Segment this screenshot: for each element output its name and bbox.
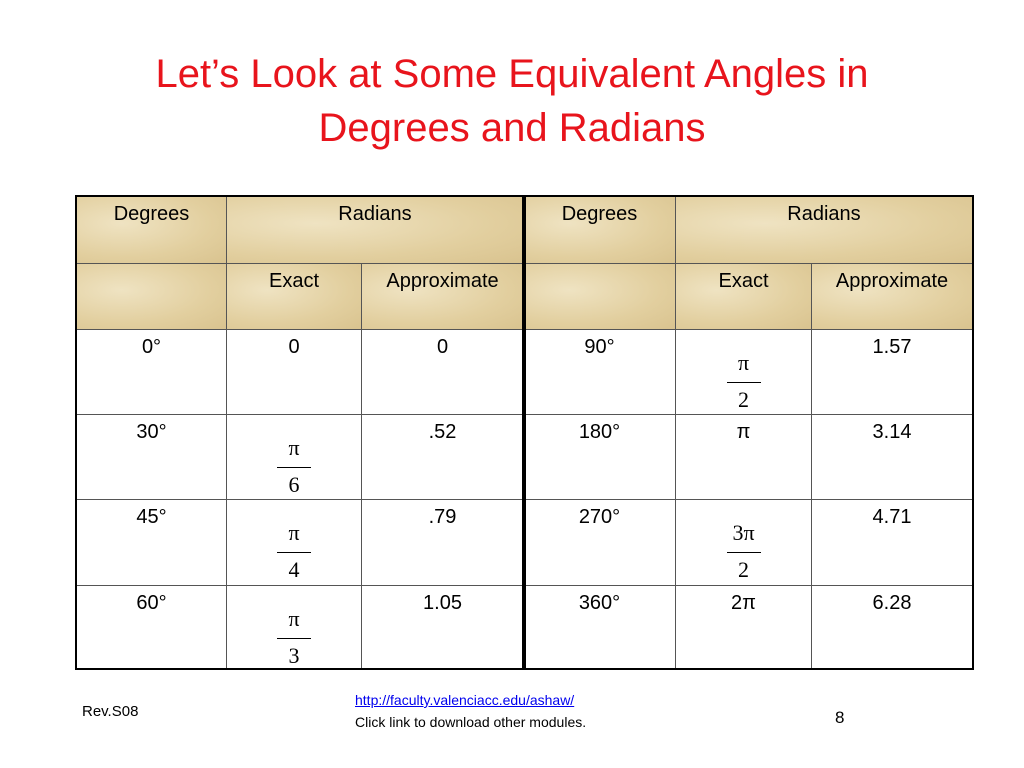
header-cell: Degrees [76,196,227,264]
title-line: Degrees and Radians [318,106,706,150]
cell-text: 0° [141,336,162,358]
cell-text: 45° [136,506,167,528]
denominator: 6 [288,472,300,497]
subheader-text: Exact [268,270,320,292]
cell-text: .52 [428,421,457,443]
subheader-text: Approximate [386,270,499,292]
table-cell: 180° [523,414,676,500]
cell-text: 0 [288,336,300,358]
table-cell: 90° [523,329,676,415]
title-line: Let’s Look at Some Equivalent Angles in [155,52,869,96]
cell-text: 1.57 [872,336,912,358]
cell-text: π [736,421,751,443]
cell-text: 3.14 [872,421,912,443]
header-cell: Exact [675,263,812,330]
header-text: Degrees [113,203,190,225]
table-cell: 270° [523,499,676,586]
numerator: π [288,520,300,545]
fraction-bar [277,638,311,639]
cell-text: 180° [578,421,621,443]
link-note: Click link to download other modules. [355,714,587,730]
table-border [522,195,526,670]
numerator: π [288,606,300,631]
cell-text: .79 [428,506,457,528]
header-cell: Approximate [361,263,524,330]
numerator: π [737,350,750,375]
denominator: 2 [738,557,749,582]
table-cell: 3π 2 [675,499,812,586]
header-text: Degrees [561,203,638,225]
cell-text: 2π [731,592,756,614]
subheader-text: Approximate [835,270,949,292]
cell-text: 360° [578,592,621,614]
cell-text: 4.71 [872,506,912,528]
denominator: 2 [738,387,749,412]
table-cell: 1.05 [361,585,524,669]
header-cell [523,263,676,330]
header-cell: Degrees [523,196,676,264]
table-cell: 6.28 [811,585,973,669]
header-cell [76,263,227,330]
cell-text: 1.05 [423,592,462,614]
subheader-text: Exact [718,270,769,292]
table-cell: 30° [76,414,227,500]
numerator: π [288,435,300,460]
header-text: Radians [787,203,861,225]
cell-text: 0 [436,336,449,358]
table-cell: π [675,414,812,500]
header-cell: Approximate [811,263,973,330]
cell-text: 6.28 [872,592,912,614]
fraction-bar [277,552,311,553]
denominator: 4 [288,557,300,582]
fraction-bar [726,382,761,383]
numerator: 3π [732,520,755,545]
fraction-bar [726,552,761,553]
revision: Rev.S08 [82,703,139,720]
cell-text: 270° [578,506,621,528]
table-cell: 1.57 [811,329,973,415]
table-cell: 3.14 [811,414,973,500]
fraction-bar [277,467,311,468]
fraction: 3π 2 [676,520,811,583]
table-cell: 0 [226,329,362,415]
table-cell: .79 [361,499,524,586]
table-cell: 45° [76,499,227,586]
cell-text: 30° [136,421,167,443]
cell-text: 60° [136,592,167,614]
header-text: Radians [338,203,412,225]
page-number: 8 [835,708,845,727]
cell-text: 90° [584,336,615,358]
link[interactable]: http://faculty.valenciacc.edu/ashaw/ [355,692,575,708]
denominator: 3 [288,643,300,668]
